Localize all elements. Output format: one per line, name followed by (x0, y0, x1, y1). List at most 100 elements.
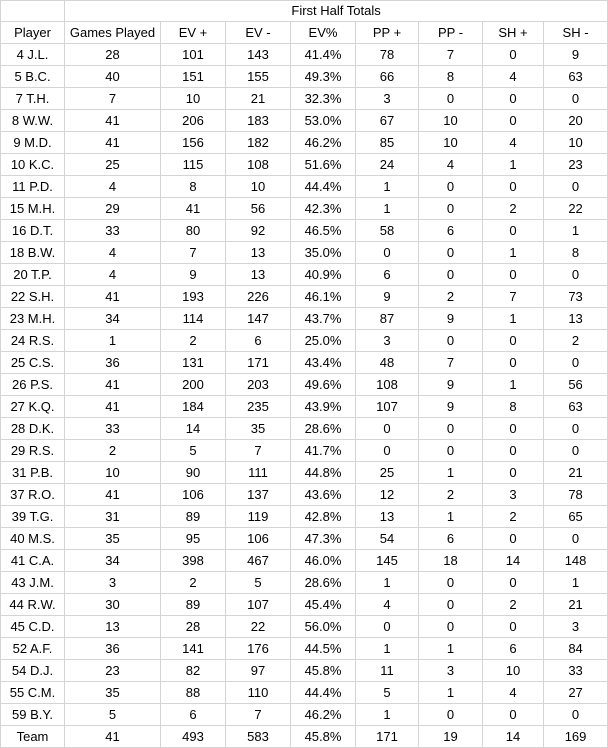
cell-pp-plus: 78 (355, 43, 419, 66)
cell-ev-percent: 44.4% (290, 175, 356, 198)
cell-ev-plus: 8 (160, 175, 226, 198)
cell-sh-minus: 0 (542, 351, 608, 374)
table-row: 31 P.B. 10 90 111 44.8% 25 1 0 21 (0, 461, 608, 484)
table-row: 22 S.H. 41 193 226 46.1% 9 2 7 73 (0, 285, 608, 308)
cell-player: 16 D.T. (0, 219, 65, 242)
cell-games-played: 41 (64, 395, 161, 418)
cell-sh-plus: 0 (482, 615, 544, 638)
header-pp-plus: PP + (355, 21, 419, 44)
cell-player: 11 P.D. (0, 175, 65, 198)
cell-pp-minus: 0 (418, 263, 483, 286)
cell-ev-plus: 151 (160, 65, 226, 88)
cell-sh-plus: 0 (482, 417, 544, 440)
cell-ev-minus: 203 (225, 373, 291, 396)
cell-pp-minus: 18 (418, 549, 483, 572)
cell-player: 7 T.H. (0, 87, 65, 110)
cell-sh-minus: 63 (542, 395, 608, 418)
cell-games-played: 1 (64, 329, 161, 352)
table-row: 59 B.Y. 5 6 7 46.2% 1 0 0 0 (0, 703, 608, 726)
cell-player: 8 W.W. (0, 109, 65, 132)
cell-pp-plus: 1 (355, 197, 419, 220)
table-row: 8 W.W. 41 206 183 53.0% 67 10 0 20 (0, 109, 608, 132)
cell-pp-minus: 10 (418, 109, 483, 132)
cell-player: 9 M.D. (0, 131, 65, 154)
table-row: 23 M.H. 34 114 147 43.7% 87 9 1 13 (0, 307, 608, 330)
cell-ev-minus: 106 (225, 527, 291, 550)
cell-ev-percent: 42.3% (290, 197, 356, 220)
cell-pp-minus: 1 (418, 681, 483, 704)
cell-sh-minus: 21 (542, 461, 608, 484)
cell-pp-minus: 9 (418, 307, 483, 330)
cell-pp-plus: 58 (355, 219, 419, 242)
cell-sh-minus: 9 (542, 43, 608, 66)
cell-sh-minus: 23 (542, 153, 608, 176)
cell-pp-plus: 1 (355, 703, 419, 726)
table-row: 37 R.O. 41 106 137 43.6% 12 2 3 78 (0, 483, 608, 506)
cell-sh-plus: 1 (482, 307, 544, 330)
cell-ev-plus: 398 (160, 549, 226, 572)
cell-pp-plus: 4 (355, 593, 419, 616)
cell-pp-minus: 7 (418, 351, 483, 374)
table-row: 41 C.A. 34 398 467 46.0% 145 18 14 148 (0, 549, 608, 572)
cell-games-played: 36 (64, 637, 161, 660)
cell-ev-minus: 107 (225, 593, 291, 616)
header-sh-minus: SH - (542, 21, 608, 44)
table-row: 44 R.W. 30 89 107 45.4% 4 0 2 21 (0, 593, 608, 616)
table-row: 52 A.F. 36 141 176 44.5% 1 1 6 84 (0, 637, 608, 660)
cell-pp-minus: 0 (418, 571, 483, 594)
cell-ev-percent: 53.0% (290, 109, 356, 132)
cell-pp-plus: 108 (355, 373, 419, 396)
cell-player: 59 B.Y. (0, 703, 65, 726)
cell-ev-plus: 41 (160, 197, 226, 220)
cell-sh-minus: 0 (542, 175, 608, 198)
cell-games-played: 10 (64, 461, 161, 484)
cell-pp-plus: 54 (355, 527, 419, 550)
table-row: 45 C.D. 13 28 22 56.0% 0 0 0 3 (0, 615, 608, 638)
cell-player: 20 T.P. (0, 263, 65, 286)
cell-pp-minus: 0 (418, 241, 483, 264)
cell-pp-minus: 4 (418, 153, 483, 176)
cell-pp-minus: 0 (418, 593, 483, 616)
cell-pp-plus: 5 (355, 681, 419, 704)
table-row: 39 T.G. 31 89 119 42.8% 13 1 2 65 (0, 505, 608, 528)
cell-sh-plus: 0 (482, 109, 544, 132)
cell-ev-plus: 14 (160, 417, 226, 440)
cell-pp-plus: 3 (355, 329, 419, 352)
cell-ev-minus: 56 (225, 197, 291, 220)
cell-ev-plus: 206 (160, 109, 226, 132)
cell-pp-plus: 66 (355, 65, 419, 88)
cell-pp-minus: 0 (418, 329, 483, 352)
cell-player: 4 J.L. (0, 43, 65, 66)
cell-games-played: 4 (64, 263, 161, 286)
cell-pp-minus: 2 (418, 483, 483, 506)
table-row: 27 K.Q. 41 184 235 43.9% 107 9 8 63 (0, 395, 608, 418)
cell-ev-percent: 44.5% (290, 637, 356, 660)
cell-games-played: 28 (64, 43, 161, 66)
cell-player: Team (0, 725, 65, 748)
cell-games-played: 5 (64, 703, 161, 726)
cell-pp-plus: 1 (355, 175, 419, 198)
cell-ev-minus: 7 (225, 703, 291, 726)
cell-ev-percent: 46.0% (290, 549, 356, 572)
cell-player: 5 B.C. (0, 65, 65, 88)
cell-ev-minus: 10 (225, 175, 291, 198)
cell-ev-percent: 46.2% (290, 703, 356, 726)
cell-player: 29 R.S. (0, 439, 65, 462)
cell-sh-minus: 8 (542, 241, 608, 264)
cell-sh-minus: 0 (542, 527, 608, 550)
cell-games-played: 41 (64, 109, 161, 132)
cell-pp-minus: 6 (418, 219, 483, 242)
cell-games-played: 36 (64, 351, 161, 374)
cell-pp-minus: 10 (418, 131, 483, 154)
cell-sh-plus: 0 (482, 43, 544, 66)
table-row: 5 B.C. 40 151 155 49.3% 66 8 4 63 (0, 65, 608, 88)
cell-player: 39 T.G. (0, 505, 65, 528)
cell-sh-minus: 0 (542, 87, 608, 110)
cell-ev-percent: 25.0% (290, 329, 356, 352)
cell-pp-minus: 0 (418, 417, 483, 440)
cell-pp-minus: 1 (418, 505, 483, 528)
cell-ev-percent: 44.8% (290, 461, 356, 484)
cell-ev-plus: 193 (160, 285, 226, 308)
table-title: First Half Totals (63, 0, 608, 22)
cell-games-played: 23 (64, 659, 161, 682)
